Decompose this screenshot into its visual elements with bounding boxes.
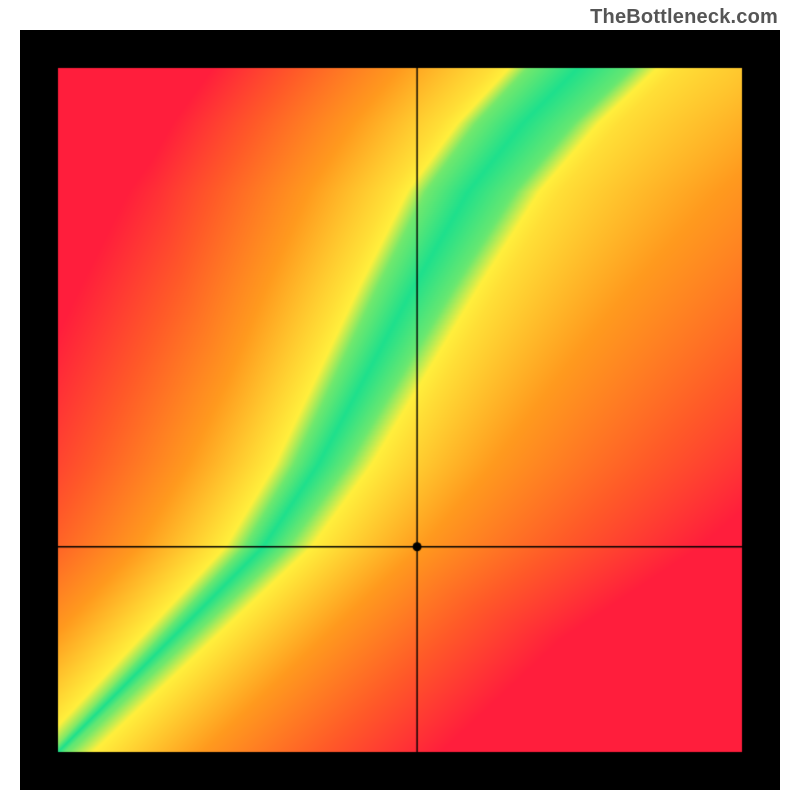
plot-frame — [20, 30, 780, 790]
heatmap-canvas — [20, 30, 780, 790]
watermark: TheBottleneck.com — [590, 6, 778, 29]
